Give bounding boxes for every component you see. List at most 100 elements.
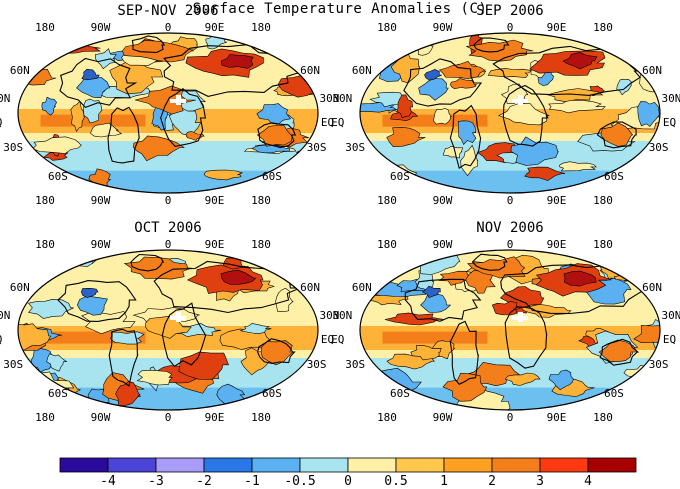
lon-tick-bottom: 0	[506, 194, 514, 207]
coastline-2	[504, 306, 548, 369]
coastline-0	[59, 57, 138, 109]
colorbar-swatch	[347, 457, 397, 473]
coastline-2	[161, 302, 207, 368]
lon-tick-bottom: 180	[377, 194, 397, 207]
coastline-4	[596, 121, 637, 149]
coastline-4	[257, 122, 297, 149]
lat-tick-right: 30N	[319, 91, 340, 105]
lon-tick-bottom: 90E	[204, 411, 225, 424]
colorbar-label: -4	[100, 474, 116, 489]
lat-tick-left: 30S	[3, 358, 24, 372]
lon-tick-bottom: 0	[164, 194, 172, 207]
colorbar-label: -2	[196, 474, 212, 489]
panel-title-2: OCT 2006	[134, 220, 202, 236]
colorbar-label: 0.5	[384, 474, 408, 489]
lat-tick-right: 30N	[319, 308, 340, 322]
lon-tick-top: 90E	[204, 238, 225, 251]
lat-tick-left: 30N	[332, 308, 353, 322]
lon-tick-top: 0	[506, 21, 514, 34]
lon-tick-bottom: 180	[35, 411, 55, 424]
lon-tick-bottom: 180	[593, 194, 613, 207]
coastline-2	[502, 84, 549, 147]
lon-tick-top: 90E	[546, 21, 567, 34]
lon-tick-top: 180	[251, 238, 271, 251]
lon-tick-top: 180	[593, 21, 613, 34]
colorbar-label: 0	[344, 474, 352, 489]
colorbar-swatch	[107, 457, 157, 473]
colorbar-label: 4	[584, 474, 592, 489]
lat-tick-left: 60S	[390, 170, 410, 183]
map-border-0	[17, 32, 319, 194]
lat-tick-left: EQ	[331, 115, 345, 129]
map-border-2	[17, 249, 319, 411]
lon-tick-top: 90E	[546, 238, 567, 251]
panel-title-3: NOV 2006	[476, 220, 544, 236]
lat-tick-left: 60S	[48, 170, 68, 183]
colorbar-label: -3	[148, 474, 164, 489]
figure-title: Surface Temperature Anomalies (C)	[192, 1, 488, 17]
lon-tick-top: 90E	[204, 21, 225, 34]
colorbar-swatch	[587, 457, 637, 473]
lat-tick-left: EQ	[0, 333, 2, 346]
coastline-5	[130, 253, 165, 272]
lon-tick-bottom: 90W	[90, 194, 111, 207]
colorbar-swatch	[203, 457, 253, 473]
lat-tick-left: EQ	[331, 332, 345, 346]
lon-tick-top: 180	[251, 21, 271, 34]
lon-tick-bottom: 180	[35, 194, 55, 207]
lat-tick-left: EQ	[0, 116, 2, 129]
lon-tick-bottom: 0	[164, 411, 172, 424]
lon-tick-top: 0	[164, 21, 172, 34]
coastline-5	[471, 253, 508, 271]
coastline-0	[57, 280, 137, 322]
map-field-1	[360, 33, 660, 193]
lat-tick-left: 60S	[48, 387, 68, 400]
lat-tick-right: 60S	[604, 387, 624, 400]
lat-tick-right: 60N	[300, 64, 320, 78]
lon-tick-bottom: 0	[506, 411, 514, 424]
lon-tick-top: 180	[593, 238, 613, 251]
colorbar-swatch	[299, 457, 349, 473]
lon-tick-bottom: 90W	[90, 411, 111, 424]
lat-tick-right: 60N	[642, 64, 662, 78]
lon-tick-bottom: 90E	[546, 194, 567, 207]
colorbar-swatch	[443, 457, 493, 473]
lat-tick-left: 60S	[390, 387, 410, 400]
colorbar-label: -0.5	[284, 474, 316, 489]
lon-tick-top: 0	[506, 238, 514, 251]
coastline-5	[473, 37, 510, 53]
lat-tick-right: 30N	[661, 91, 680, 105]
lat-tick-right: 30S	[306, 141, 327, 155]
lat-tick-left: 60N	[351, 64, 372, 78]
colorbar-swatch	[491, 457, 541, 473]
lat-tick-right: EQ	[320, 332, 335, 346]
lat-tick-right: 30S	[648, 141, 669, 155]
lon-tick-bottom: 180	[377, 411, 397, 424]
colorbar-label: 2	[488, 474, 496, 489]
colorbar-swatch	[251, 457, 301, 473]
coastline-0	[403, 58, 483, 107]
coastline-1	[449, 104, 482, 169]
colorbar-swatch	[155, 457, 205, 473]
lat-tick-left: 60N	[9, 281, 30, 295]
lon-tick-top: 90W	[90, 238, 111, 251]
map-border-3	[359, 249, 661, 411]
coastline-0	[404, 278, 482, 322]
lat-tick-left: 30N	[0, 308, 11, 322]
lon-tick-bottom: 90W	[432, 411, 453, 424]
lon-tick-top: 180	[377, 238, 397, 251]
coastline-1	[108, 328, 139, 387]
colorbar-swatch	[395, 457, 445, 473]
coastline-1	[107, 106, 140, 164]
lat-tick-right: EQ	[662, 115, 677, 129]
map-field-0	[18, 33, 318, 193]
lat-tick-right: 60S	[262, 387, 282, 400]
lat-tick-right: 60S	[604, 170, 624, 183]
lon-tick-top: 90W	[90, 21, 111, 34]
lon-tick-bottom: 90W	[432, 194, 453, 207]
colorbar-label: 1	[440, 474, 448, 489]
lat-tick-right: 30S	[648, 358, 669, 372]
coastline-4	[257, 338, 296, 364]
lat-tick-right: 60N	[642, 281, 662, 295]
